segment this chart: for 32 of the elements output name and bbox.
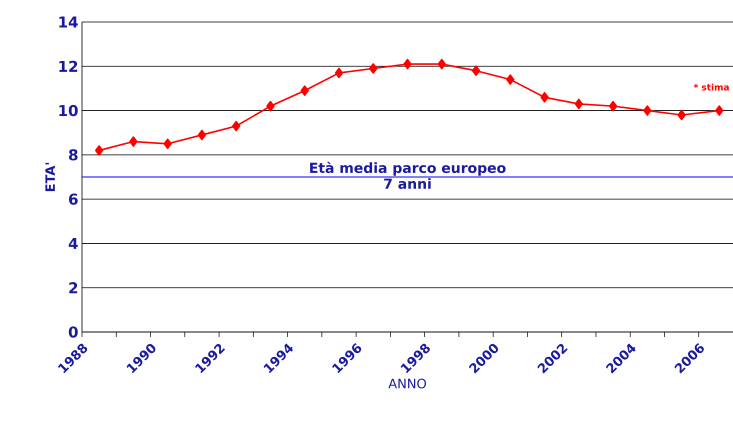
point — [472, 65, 480, 76]
point — [163, 138, 172, 150]
point — [574, 98, 583, 110]
point — [608, 100, 618, 112]
y-axis-title: ETA' — [45, 162, 55, 192]
point — [506, 74, 514, 85]
point — [129, 136, 138, 147]
y-tick-label: 0 — [68, 326, 78, 338]
y-tick-label: 4 — [68, 238, 78, 249]
point — [403, 58, 412, 70]
point — [369, 63, 378, 74]
point — [198, 130, 206, 140]
point — [438, 58, 446, 70]
y-tick-label: 10 — [59, 104, 78, 116]
point — [715, 105, 724, 116]
y-tick-label: 2 — [69, 282, 78, 294]
x-axis-title: ANNO — [388, 378, 426, 388]
point — [232, 120, 240, 132]
point — [643, 105, 652, 116]
annotation: 7 anni — [384, 178, 431, 189]
ref-line-label: Età media parco europeo — [310, 162, 506, 176]
point — [334, 68, 344, 78]
y-tick-label: 8 — [68, 149, 78, 161]
point — [540, 92, 549, 103]
annotation: * stima — [694, 84, 729, 91]
point — [266, 100, 275, 112]
y-tick-label: 12 — [59, 60, 78, 72]
y-tick-label: 14 — [59, 16, 78, 28]
y-tick-label: 6 — [69, 193, 78, 205]
point — [677, 110, 686, 120]
point — [300, 85, 309, 96]
point — [94, 145, 104, 156]
